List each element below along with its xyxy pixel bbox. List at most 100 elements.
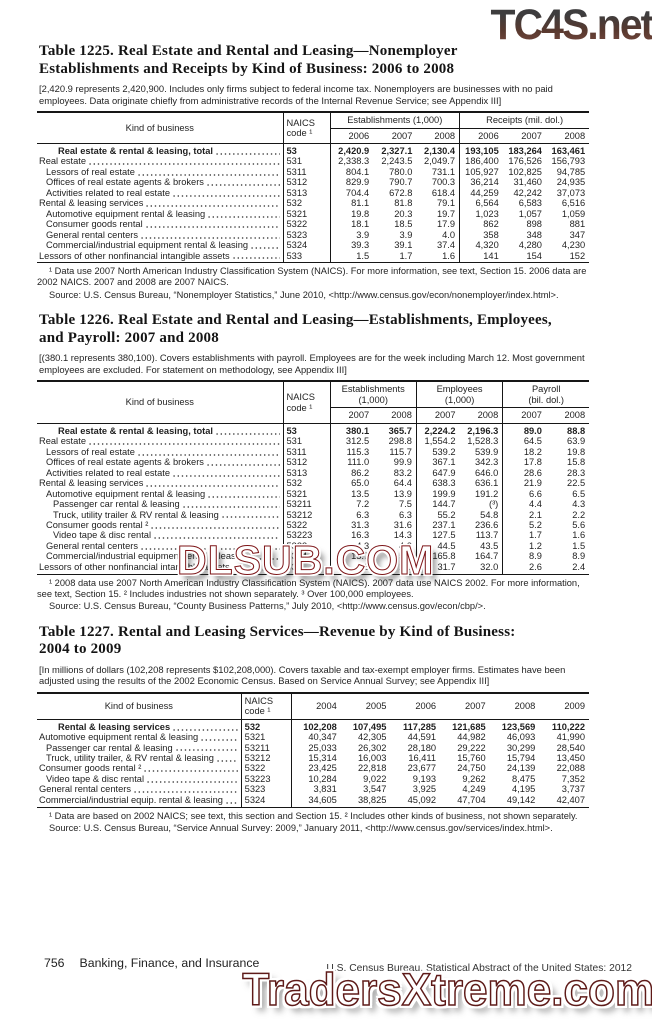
value-cell: 39.1 xyxy=(394,240,413,251)
row-label: Consumer goods rental ² xyxy=(39,763,142,774)
table-1226-headnote: [(380.1 represents 380,100). Covers esta… xyxy=(39,352,585,375)
value-cell: 8,475 xyxy=(512,773,536,784)
value-cell: 704.4 xyxy=(345,187,370,198)
kind-of-business-header: Kind of business xyxy=(37,692,242,720)
value-cell: 191.2 xyxy=(475,488,499,499)
value-cell: 36,214 xyxy=(459,177,503,188)
row-label-cell: Automotive equipment rental & leasing xyxy=(37,732,241,742)
dot-leader xyxy=(181,501,280,508)
column-group-header: Establishments (1,000) xyxy=(329,381,417,409)
year-column-header: 2007 xyxy=(330,407,374,424)
table-row: General rental centers 5323 3,831 3,547 3,92… xyxy=(37,784,589,795)
value-cell: 30,299 xyxy=(506,742,536,753)
year-column-header: 2007 xyxy=(415,407,460,424)
page-number: 756 xyxy=(44,956,65,970)
naics-code-cell: 5324 xyxy=(282,551,331,562)
value-cell: 105,927 xyxy=(459,166,503,178)
dot-leader xyxy=(153,532,280,540)
row-label-cell: Truck, utility trailer & RV rental & lea… xyxy=(37,510,283,520)
value-cell: 26,302 xyxy=(358,742,387,753)
value-cell: 121,685 xyxy=(452,721,486,732)
value-cell: 672.8 xyxy=(389,187,413,198)
dot-leader xyxy=(220,511,280,519)
table-row: Consumer goods rental ² 5322 23,425 22,818 2… xyxy=(37,763,589,774)
row-label: Automotive equipment rental & leasing xyxy=(39,732,199,743)
row-label-cell: Activities related to real estate xyxy=(37,188,283,198)
value-cell: 28.3 xyxy=(567,467,586,478)
value-cell: 186,400 xyxy=(459,156,503,167)
dot-leader xyxy=(205,179,280,187)
column-group-header: Employees (1,000) xyxy=(415,381,503,409)
year-column-header: 2009 xyxy=(539,692,589,720)
row-label: Truck, utility trailer & RV rental & lea… xyxy=(53,509,219,520)
table-row: Lessors of other nonfinancial intangible… xyxy=(37,250,589,263)
value-cell: 731.1 xyxy=(431,166,456,177)
value-cell: 44.5 xyxy=(415,540,460,552)
value-cell: 3,737 xyxy=(561,784,585,795)
year-column-header: 2004 xyxy=(291,692,341,720)
value-cell: 358 xyxy=(459,229,503,241)
value-cell: 780.0 xyxy=(389,166,413,177)
value-cell: 1,528.3 xyxy=(467,436,499,447)
value-cell: 15.7 xyxy=(351,551,370,562)
value-cell: 144.7 xyxy=(415,499,460,510)
table-row: Rental & leasing services 532 102,208 107,4… xyxy=(37,719,589,733)
naics-code-cell: 5323 xyxy=(240,784,292,795)
row-label-cell: Real estate & rental & leasing, total xyxy=(37,144,283,157)
value-cell: 4,280 xyxy=(518,240,542,251)
value-cell: 1.6 xyxy=(572,530,586,541)
value-cell: 2,049.7 xyxy=(424,156,456,167)
naics-code-cell: 5322 xyxy=(282,519,331,531)
table-row: Activities related to real estate 5313 704… xyxy=(37,187,589,199)
naics-code-cell: 53223 xyxy=(240,773,292,785)
row-label-cell: Video tape & disc rental xyxy=(37,774,241,784)
value-cell: 18.5 xyxy=(394,219,413,230)
value-cell: 2,420.9 xyxy=(338,146,370,156)
row-label-cell: Real estate xyxy=(37,436,283,446)
row-label-cell: Activities related to real estate xyxy=(37,468,283,478)
row-label-cell: Consumer goods rental ² xyxy=(37,520,283,530)
value-cell: 380.1 xyxy=(345,425,370,436)
value-cell: 28.6 xyxy=(502,467,546,479)
value-cell: 15,760 xyxy=(457,752,486,763)
row-label-cell: Consumer goods rental xyxy=(37,219,283,229)
year-column-header: 2008 xyxy=(416,128,460,144)
row-label-cell: Commercial/industrial equipment rental &… xyxy=(37,551,283,561)
row-label: Activities related to real estate xyxy=(46,187,171,198)
row-label: Commercial/industrial equipment rental &… xyxy=(46,240,249,251)
value-cell: 4,249 xyxy=(462,784,486,795)
value-cell: 163,461 xyxy=(551,146,586,156)
value-cell: 1,057 xyxy=(518,208,542,219)
value-cell: 1,059 xyxy=(561,208,586,219)
value-cell: 165.8 xyxy=(415,551,460,562)
value-cell: 45,092 xyxy=(407,794,437,805)
naics-code-cell: 531 xyxy=(282,436,331,447)
dot-leader xyxy=(145,200,280,208)
value-cell: 6.5 xyxy=(572,488,586,499)
value-cell: 23,677 xyxy=(407,763,437,774)
dot-leader xyxy=(132,786,238,794)
value-cell: 183,264 xyxy=(508,146,542,156)
value-cell: 34,605 xyxy=(308,794,337,805)
naics-code-cell: 5312 xyxy=(282,177,331,188)
table-1226-footnotes: ¹ 2008 data use 2007 North American Indu… xyxy=(37,578,590,612)
value-cell: 2,196.3 xyxy=(467,425,499,436)
dot-leader xyxy=(250,553,280,561)
naics-code-cell: 53223 xyxy=(282,530,331,541)
value-cell: 4.2 xyxy=(398,540,412,551)
table-1227-wrap: Kind of business NAICS code ¹ 2004 2005 2006… xyxy=(37,691,590,808)
value-cell: 39.3 xyxy=(351,240,370,251)
value-cell: 13.5 xyxy=(351,488,370,499)
kind-of-business-header: Kind of business xyxy=(37,381,283,424)
value-cell: 4,230 xyxy=(561,240,586,251)
value-cell: 15.6 xyxy=(393,551,412,562)
page-footer: 756 Banking, Finance, and Insurance xyxy=(44,956,259,970)
value-cell: 237.1 xyxy=(415,519,460,531)
value-cell: 2.6 xyxy=(356,561,370,572)
naics-code-cell: 532 xyxy=(282,198,331,209)
value-cell: 881 xyxy=(569,219,586,230)
value-cell: 42,242 xyxy=(513,187,542,198)
value-cell: 539.9 xyxy=(475,446,499,457)
row-label: Commercial/industrial equipment rental &… xyxy=(46,551,249,562)
row-label-cell: Passenger car rental & leasing xyxy=(37,499,283,509)
